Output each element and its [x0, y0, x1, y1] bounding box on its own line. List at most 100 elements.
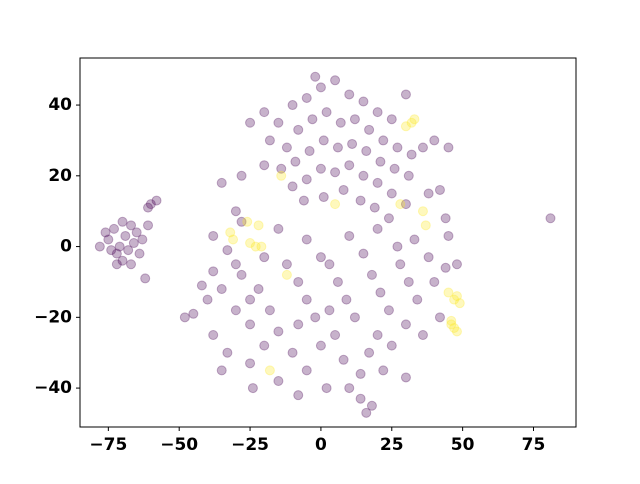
point — [349, 312, 360, 323]
point — [114, 241, 125, 252]
point — [364, 124, 375, 135]
point — [273, 223, 284, 234]
point — [137, 234, 148, 245]
point — [403, 276, 414, 287]
point — [332, 276, 343, 287]
point — [134, 248, 145, 259]
point — [403, 170, 414, 181]
point — [301, 234, 312, 245]
point — [151, 195, 162, 206]
point — [301, 294, 312, 305]
point — [188, 308, 199, 319]
point — [264, 365, 275, 376]
point — [420, 220, 431, 231]
point — [236, 216, 247, 227]
point — [347, 138, 358, 149]
point — [372, 223, 383, 234]
point — [310, 71, 321, 82]
point — [245, 238, 256, 249]
point — [449, 294, 460, 305]
point — [349, 114, 360, 125]
point — [128, 238, 139, 249]
point — [344, 160, 355, 171]
point — [429, 276, 440, 287]
point — [358, 96, 369, 107]
point — [412, 294, 423, 305]
point — [330, 330, 341, 341]
point — [315, 82, 326, 93]
point — [245, 294, 256, 305]
point — [100, 227, 111, 238]
point — [423, 252, 434, 263]
point — [287, 347, 298, 358]
point — [290, 156, 301, 167]
point — [264, 135, 275, 146]
point — [247, 383, 258, 394]
x-tick-label: −50 — [160, 435, 198, 455]
y-tick-label: 20 — [48, 166, 72, 186]
point — [389, 163, 400, 174]
point — [406, 117, 417, 128]
point — [117, 216, 128, 227]
point — [230, 259, 241, 270]
point — [375, 156, 386, 167]
point — [253, 284, 264, 295]
point — [145, 199, 156, 210]
point — [143, 202, 154, 213]
point — [126, 259, 137, 270]
point — [111, 259, 122, 270]
axes-frame — [79, 57, 577, 428]
y-tick-label: −40 — [34, 378, 72, 398]
point — [293, 124, 304, 135]
point — [417, 142, 428, 153]
point — [440, 262, 451, 273]
point — [318, 135, 329, 146]
point — [395, 199, 406, 210]
point — [264, 305, 275, 316]
point — [386, 114, 397, 125]
point — [355, 393, 366, 404]
point — [338, 184, 349, 195]
point — [281, 259, 292, 270]
point — [446, 315, 457, 326]
point — [315, 163, 326, 174]
point — [406, 149, 417, 160]
point — [202, 294, 213, 305]
point — [315, 252, 326, 263]
point — [324, 305, 335, 316]
point — [126, 220, 137, 231]
point — [440, 213, 451, 224]
point — [386, 340, 397, 351]
point — [228, 234, 239, 245]
point — [259, 160, 270, 171]
point — [378, 135, 389, 146]
point — [434, 184, 445, 195]
point — [375, 287, 386, 298]
point — [298, 195, 309, 206]
point — [372, 177, 383, 188]
point — [330, 75, 341, 86]
point — [273, 376, 284, 387]
point — [451, 259, 462, 270]
point — [216, 284, 227, 295]
point — [372, 330, 383, 341]
point — [293, 276, 304, 287]
point — [361, 146, 372, 157]
point — [321, 107, 332, 118]
point — [222, 245, 233, 256]
point — [443, 230, 454, 241]
point — [94, 241, 105, 252]
point — [344, 230, 355, 241]
point — [245, 358, 256, 369]
point — [369, 202, 380, 213]
point — [429, 135, 440, 146]
point — [259, 252, 270, 263]
point — [417, 206, 428, 217]
point — [230, 305, 241, 316]
point — [301, 174, 312, 185]
point — [276, 163, 287, 174]
point — [245, 117, 256, 128]
point — [259, 340, 270, 351]
point — [315, 340, 326, 351]
